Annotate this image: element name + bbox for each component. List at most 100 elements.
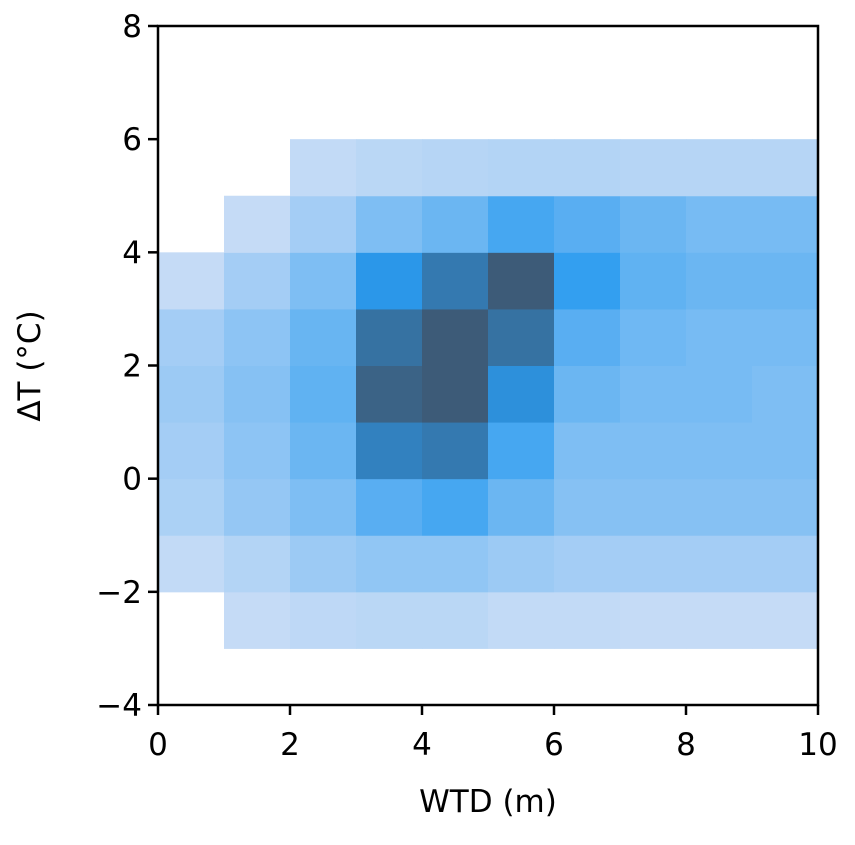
hist-cell	[290, 195, 357, 253]
hist-cell	[356, 252, 423, 310]
hist-cell	[488, 139, 555, 197]
hist-cell	[620, 591, 687, 649]
hist-cell	[752, 83, 819, 140]
x-tick-label: 10	[798, 727, 837, 763]
hist-cell	[686, 591, 753, 649]
hist-cell	[224, 365, 291, 423]
x-tick-label: 4	[412, 727, 432, 763]
hist-cell	[752, 648, 819, 705]
hist-cell	[422, 478, 489, 536]
hist-cell	[356, 26, 423, 83]
hist-cell	[488, 365, 555, 423]
hist-cell	[554, 195, 621, 253]
hist-cell	[422, 195, 489, 253]
hist-cell	[488, 26, 555, 83]
hist-cell	[620, 139, 687, 197]
hist-cell	[158, 252, 225, 310]
hist-cell	[554, 648, 621, 705]
hist-cell	[752, 26, 819, 83]
hist-cell	[224, 26, 291, 83]
y-axis-label: ΔT (°C)	[12, 310, 48, 421]
hist-cell	[158, 308, 225, 366]
hist-cell	[422, 648, 489, 705]
y-tick-label: 4	[122, 235, 142, 271]
hist-cell	[290, 478, 357, 536]
hist-cell	[620, 83, 687, 140]
hist-cell	[158, 26, 225, 83]
hist-cell	[752, 308, 819, 366]
hist-cell	[422, 308, 489, 366]
cells	[158, 26, 819, 705]
hist-cell	[554, 422, 621, 480]
hist-cell	[290, 535, 357, 593]
hist-cell	[620, 478, 687, 536]
hist-cell	[158, 196, 225, 253]
hist-cell	[686, 139, 753, 197]
hist-cell	[224, 591, 291, 649]
hist-cell	[290, 308, 357, 366]
hist-cell	[686, 83, 753, 140]
hist-cell	[752, 422, 819, 480]
hist-cell	[290, 139, 357, 197]
y-tick-label: −2	[96, 575, 142, 611]
hist-cell	[488, 252, 555, 310]
hist-cell	[488, 422, 555, 480]
hist-cell	[686, 252, 753, 310]
hist-cell	[422, 422, 489, 480]
hist-cell	[158, 83, 225, 140]
hist-cell	[290, 648, 357, 705]
hist-cell	[422, 591, 489, 649]
hist-cell	[620, 252, 687, 310]
y-tick-label: 2	[122, 349, 142, 385]
hist-cell	[488, 83, 555, 140]
hist-cell	[224, 83, 291, 140]
hist-cell	[554, 83, 621, 140]
hist-cell	[356, 422, 423, 480]
hist-cell	[290, 26, 357, 83]
hist-cell	[356, 308, 423, 366]
hist-cell	[620, 308, 687, 366]
hist-cell	[422, 252, 489, 310]
hist-cell	[158, 139, 225, 196]
hist-cell	[686, 195, 753, 253]
y-tick-label: 6	[122, 122, 142, 158]
hist-cell	[554, 591, 621, 649]
hist-cell	[224, 252, 291, 310]
hist-cell	[554, 26, 621, 83]
hist-cell	[752, 139, 819, 197]
hist-cell	[356, 83, 423, 140]
hist-cell	[554, 478, 621, 536]
hist-cell	[356, 478, 423, 536]
hist-cell	[752, 252, 819, 310]
hist-cell	[752, 365, 819, 423]
hist-cell	[224, 139, 291, 196]
y-tick-label: 8	[122, 9, 142, 45]
hist-cell	[224, 308, 291, 366]
hist-cell	[488, 308, 555, 366]
hist-cell	[488, 535, 555, 593]
hist-cell	[290, 252, 357, 310]
hist-cell	[752, 591, 819, 649]
hist-cell	[422, 365, 489, 423]
hist-cell	[356, 648, 423, 705]
hist-cell	[290, 422, 357, 480]
x-tick-label: 2	[280, 727, 300, 763]
hist-cell	[488, 648, 555, 705]
x-tick-label: 0	[148, 727, 168, 763]
hist-cell	[290, 365, 357, 423]
hist-cell	[686, 365, 753, 423]
hist-cell	[158, 422, 225, 480]
hist-cell	[620, 26, 687, 83]
hist-cell	[554, 535, 621, 593]
hist-cell	[224, 648, 291, 705]
hist-cell	[554, 308, 621, 366]
hist-cell	[620, 422, 687, 480]
x-axis-label: WTD (m)	[419, 784, 557, 820]
hist-cell	[158, 648, 225, 705]
hist-cell	[356, 591, 423, 649]
hist-cell	[620, 195, 687, 253]
hist-cell	[686, 478, 753, 536]
hist-cell	[686, 422, 753, 480]
hist-cell	[554, 252, 621, 310]
